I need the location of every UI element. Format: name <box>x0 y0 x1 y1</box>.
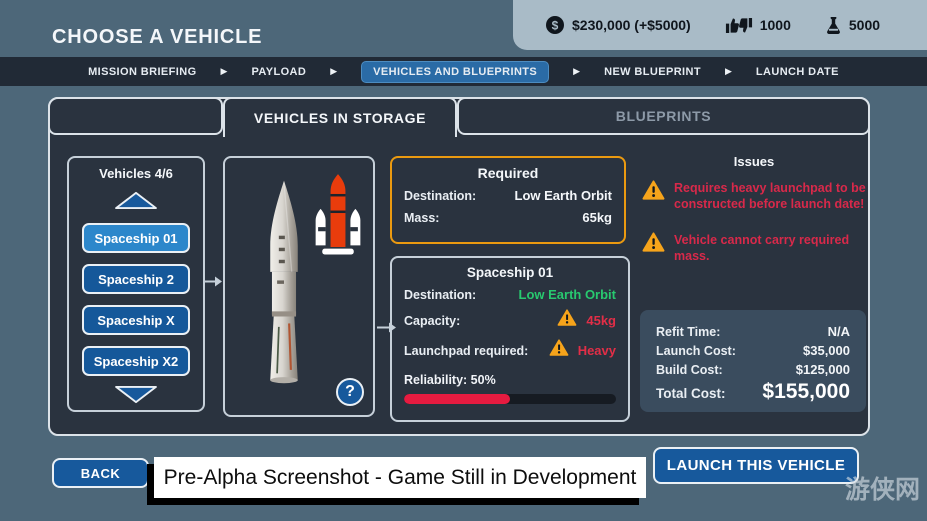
arrow-right-icon <box>203 275 223 293</box>
warning-triangle-icon <box>642 180 665 206</box>
vehicle-item-spaceship-x2[interactable]: Spaceship X2 <box>82 346 190 376</box>
tab-bar: VEHICLES IN STORAGE BLUEPRINTS <box>48 97 870 137</box>
capacity-label: Capacity: <box>404 313 461 328</box>
build-cost-row: Build Cost: $125,000 <box>656 362 850 377</box>
build-cost-value: $125,000 <box>795 362 850 377</box>
destination-value: Low Earth Orbit <box>518 287 617 302</box>
flask-icon <box>825 16 842 35</box>
tab-spacer <box>48 97 223 135</box>
issue-text: Requires heavy launchpad to be construct… <box>674 181 866 212</box>
svg-text:$: $ <box>552 19 559 33</box>
ship-title: Spaceship 01 <box>466 265 554 280</box>
breadcrumb-arrow-icon: ▶ <box>724 66 732 76</box>
breadcrumb-arrow-icon: ▶ <box>573 66 581 76</box>
total-cost-row: Total Cost: $155,000 <box>656 380 850 404</box>
mass-value: 65kg <box>582 210 612 225</box>
orange-rocket-icon <box>309 166 367 275</box>
launch-cost-row: Launch Cost: $35,000 <box>656 343 850 358</box>
ship-details-panel: Spaceship 01 Destination: Low Earth Orbi… <box>390 256 630 422</box>
issue-item: Requires heavy launchpad to be construct… <box>642 180 866 213</box>
vehicle-list: Vehicles 4/6 Spaceship 01 Spaceship 2 Sp… <box>67 156 205 412</box>
destination-label: Destination: <box>404 287 477 302</box>
reliability-bar <box>404 394 616 404</box>
tab-vehicles-in-storage[interactable]: VEHICLES IN STORAGE <box>223 97 457 137</box>
cost-panel: Refit Time: N/A Launch Cost: $35,000 Bui… <box>640 310 866 412</box>
science-value: 5000 <box>848 17 881 33</box>
dollar-coin-icon: $ <box>545 15 565 35</box>
required-title: Required <box>477 165 539 181</box>
scroll-up-triangle-icon[interactable] <box>113 191 159 215</box>
issues-title: Issues <box>733 154 775 169</box>
thumbs-icon <box>725 17 753 34</box>
breadcrumb-vehicles-and-blueprints[interactable]: VEHICLES AND BLUEPRINTS <box>361 60 550 83</box>
breadcrumb-mission-briefing[interactable]: MISSION BRIEFING <box>88 65 197 78</box>
mass-label: Mass: <box>404 210 440 225</box>
vehicle-count-label: Vehicles 4/6 <box>99 166 173 181</box>
total-cost-label: Total Cost: <box>656 386 726 401</box>
required-panel: Required Destination: Low Earth Orbit Ma… <box>390 156 626 244</box>
reputation-counter: 1000 <box>725 17 791 34</box>
breadcrumb-payload[interactable]: PAYLOAD <box>251 65 307 78</box>
refit-time-row: Refit Time: N/A <box>656 324 850 339</box>
reliability-label: Reliability: 50% <box>404 373 496 387</box>
site-watermark: 游侠网 <box>845 475 921 504</box>
breadcrumb-launch-date[interactable]: LAUNCH DATE <box>755 65 839 78</box>
vehicle-buttons: Spaceship 01 Spaceship 2 Spaceship X Spa… <box>82 223 190 376</box>
issue-item: Vehicle cannot carry required mass. <box>642 231 866 265</box>
page-title: CHOOSE A VEHICLE <box>52 26 263 48</box>
issue-text: Vehicle cannot carry required mass. <box>674 232 850 263</box>
ship-destination-row: Destination: Low Earth Orbit <box>404 287 616 302</box>
warning-triangle-icon <box>557 309 577 332</box>
vehicle-item-spaceship-2[interactable]: Spaceship 2 <box>82 264 190 294</box>
vehicle-item-spaceship-x[interactable]: Spaceship X <box>82 305 190 335</box>
launchpad-value: Heavy <box>577 343 616 358</box>
warning-triangle-icon <box>642 231 665 258</box>
destination-label: Destination: <box>404 188 477 203</box>
vehicle-selection-panel: VEHICLES IN STORAGE BLUEPRINTS Vehicles … <box>48 97 870 436</box>
tab-blueprints[interactable]: BLUEPRINTS <box>457 97 870 135</box>
launch-cost-value: $35,000 <box>803 343 850 358</box>
capacity-value: 45kg <box>586 313 616 328</box>
total-cost-value: $155,000 <box>762 380 850 403</box>
money-value: $230,000 (+$5000) <box>572 17 691 33</box>
breadcrumb-new-blueprint[interactable]: NEW BLUEPRINT <box>604 65 701 78</box>
science-counter: 5000 <box>825 16 880 35</box>
breadcrumb-arrow-icon: ▶ <box>220 66 228 76</box>
required-mass-row: Mass: 65kg <box>404 210 612 225</box>
refit-time-value: N/A <box>827 324 850 339</box>
refit-time-label: Refit Time: <box>656 325 721 339</box>
vehicle-preview: ? <box>223 156 375 417</box>
gray-rocket-render <box>241 174 327 397</box>
vehicle-item-spaceship-01[interactable]: Spaceship 01 <box>82 223 190 253</box>
reputation-value: 1000 <box>759 17 791 33</box>
destination-value: Low Earth Orbit <box>514 188 613 203</box>
required-destination-row: Destination: Low Earth Orbit <box>404 188 612 203</box>
pre-alpha-banner: Pre-Alpha Screenshot - Game Still in Dev… <box>154 457 646 498</box>
breadcrumb-arrow-icon: ▶ <box>330 66 338 76</box>
breadcrumb: MISSION BRIEFING ▶ PAYLOAD ▶ VEHICLES AN… <box>0 57 927 86</box>
launch-cost-label: Launch Cost: <box>656 344 736 358</box>
launchpad-label: Launchpad required: <box>404 343 529 358</box>
ship-launchpad-row: Launchpad required: Heavy <box>404 339 616 362</box>
scroll-down-triangle-icon[interactable] <box>113 385 159 409</box>
reliability-bar-fill <box>404 394 510 404</box>
build-cost-label: Build Cost: <box>656 363 723 377</box>
resource-bar: $ $230,000 (+$5000) 1000 5000 <box>513 0 927 50</box>
warning-triangle-icon <box>549 339 569 362</box>
money-counter: $ $230,000 (+$5000) <box>545 15 691 35</box>
ship-capacity-row: Capacity: 45kg <box>404 309 616 332</box>
launch-this-vehicle-button[interactable]: LAUNCH THIS VEHICLE <box>653 447 859 484</box>
help-button[interactable]: ? <box>336 378 364 406</box>
back-button[interactable]: BACK <box>52 458 149 488</box>
issues-section: Issues Requires heavy launchpad to be co… <box>642 154 866 264</box>
